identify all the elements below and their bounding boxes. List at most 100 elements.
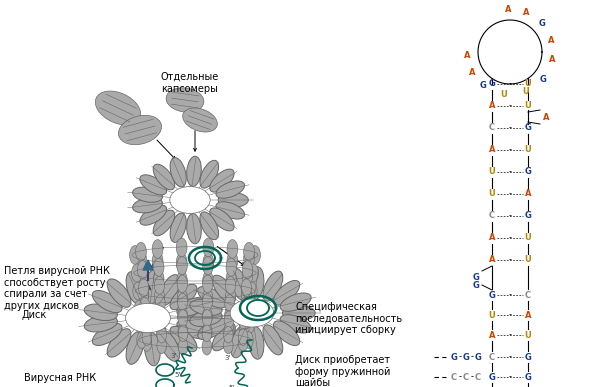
Ellipse shape — [241, 285, 251, 303]
Text: G: G — [451, 353, 457, 361]
Text: A: A — [464, 51, 470, 60]
Ellipse shape — [241, 279, 251, 297]
Ellipse shape — [226, 288, 236, 306]
Text: -: - — [509, 353, 511, 361]
Text: G: G — [539, 75, 547, 84]
Text: A: A — [549, 55, 556, 64]
Text: Диск: Диск — [22, 310, 47, 320]
Ellipse shape — [227, 252, 238, 271]
Ellipse shape — [92, 291, 122, 313]
Ellipse shape — [227, 240, 238, 259]
Ellipse shape — [200, 212, 218, 240]
Ellipse shape — [283, 305, 315, 320]
Ellipse shape — [246, 300, 256, 318]
Text: -: - — [458, 373, 461, 382]
Text: U: U — [524, 146, 532, 154]
Ellipse shape — [139, 285, 149, 303]
Ellipse shape — [210, 208, 234, 231]
Polygon shape — [143, 260, 153, 270]
Text: C: C — [475, 373, 481, 382]
Text: -: - — [470, 373, 473, 382]
Ellipse shape — [92, 324, 122, 346]
Text: C: C — [489, 123, 495, 132]
Ellipse shape — [107, 279, 131, 307]
Ellipse shape — [176, 253, 187, 272]
Ellipse shape — [145, 270, 160, 304]
Text: G: G — [463, 353, 469, 361]
Ellipse shape — [155, 295, 165, 312]
Ellipse shape — [202, 323, 212, 340]
Ellipse shape — [137, 332, 146, 348]
Ellipse shape — [202, 307, 212, 325]
Ellipse shape — [280, 293, 311, 311]
Text: 5': 5' — [174, 372, 180, 378]
Ellipse shape — [223, 326, 233, 343]
Ellipse shape — [141, 320, 151, 337]
Ellipse shape — [210, 169, 234, 192]
Ellipse shape — [203, 238, 214, 257]
Text: A: A — [543, 113, 549, 122]
Text: U: U — [524, 101, 532, 111]
Text: G: G — [488, 291, 496, 300]
Ellipse shape — [126, 332, 143, 364]
Ellipse shape — [170, 213, 186, 242]
Ellipse shape — [125, 303, 170, 332]
Text: C: C — [451, 373, 457, 382]
Ellipse shape — [280, 315, 311, 333]
Text: -: - — [509, 310, 511, 320]
Text: U: U — [524, 79, 532, 89]
Ellipse shape — [178, 307, 188, 325]
Ellipse shape — [136, 242, 146, 261]
Ellipse shape — [224, 311, 234, 328]
Text: -: - — [509, 79, 511, 89]
Ellipse shape — [230, 326, 248, 358]
Ellipse shape — [159, 275, 179, 305]
Ellipse shape — [187, 156, 201, 187]
Text: Отдельные
капсомеры: Отдельные капсомеры — [161, 72, 219, 94]
Ellipse shape — [177, 275, 187, 293]
Ellipse shape — [247, 282, 257, 300]
Ellipse shape — [141, 313, 151, 330]
Ellipse shape — [145, 332, 160, 366]
Text: A: A — [489, 255, 495, 264]
Ellipse shape — [198, 286, 227, 308]
Ellipse shape — [152, 240, 163, 259]
Ellipse shape — [190, 310, 222, 327]
Text: -: - — [509, 373, 511, 382]
Text: Петля вирусной РНК
способствует росту
спирали за счет
других дисков: Петля вирусной РНК способствует росту сп… — [4, 266, 110, 311]
Ellipse shape — [156, 311, 166, 328]
Text: G: G — [524, 373, 532, 382]
Ellipse shape — [248, 327, 264, 359]
Ellipse shape — [157, 326, 167, 343]
Ellipse shape — [203, 275, 213, 293]
Text: G: G — [480, 81, 487, 91]
Ellipse shape — [136, 249, 146, 268]
Text: 5': 5' — [228, 385, 234, 387]
Text: A: A — [489, 101, 495, 111]
Ellipse shape — [224, 322, 234, 339]
Ellipse shape — [203, 289, 213, 307]
Text: Диск приобретает
форму пружинной
шайбы: Диск приобретает форму пружинной шайбы — [295, 355, 391, 387]
Ellipse shape — [152, 252, 163, 271]
Text: -: - — [509, 291, 511, 300]
Ellipse shape — [182, 108, 217, 132]
Text: U: U — [524, 233, 532, 243]
Text: -: - — [509, 233, 511, 243]
Ellipse shape — [126, 272, 143, 304]
Text: -: - — [509, 330, 511, 339]
Text: A: A — [469, 68, 475, 77]
Ellipse shape — [159, 330, 179, 361]
Ellipse shape — [203, 253, 214, 272]
Text: G: G — [475, 353, 481, 361]
Text: A: A — [489, 330, 495, 339]
Ellipse shape — [140, 175, 167, 195]
Text: -: - — [509, 101, 511, 111]
Ellipse shape — [84, 304, 118, 320]
Text: G: G — [473, 281, 479, 289]
Text: A: A — [525, 310, 531, 320]
Ellipse shape — [154, 276, 164, 294]
Ellipse shape — [242, 267, 253, 285]
Ellipse shape — [200, 160, 218, 188]
Text: -: - — [509, 123, 511, 132]
Ellipse shape — [274, 281, 300, 305]
